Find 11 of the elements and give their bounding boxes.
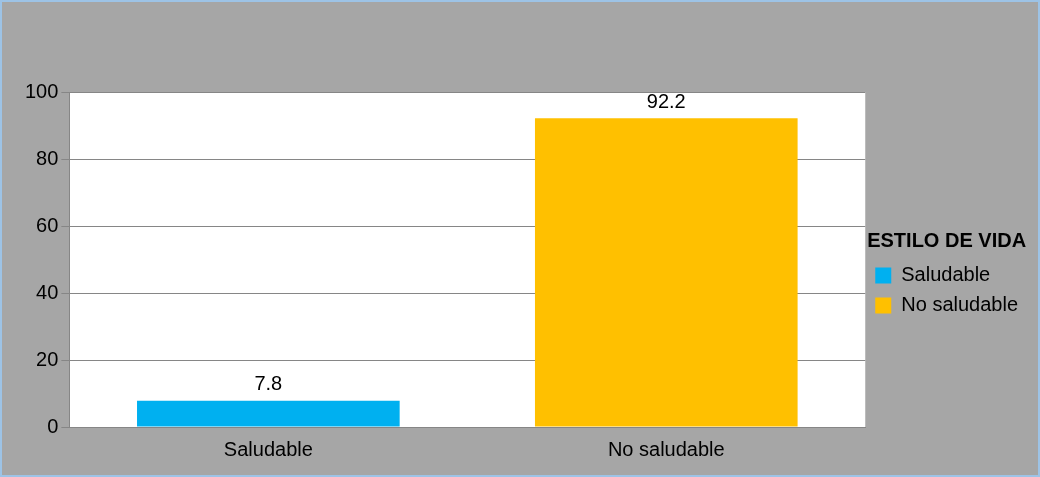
y-tick-label: 40	[36, 280, 59, 303]
y-tick-label: 80	[36, 146, 59, 169]
y-tick-label: 60	[36, 213, 59, 236]
data-label: 92.2	[646, 89, 686, 112]
y-tick-label: 100	[24, 79, 59, 102]
legend-label: Saludable	[901, 263, 991, 286]
y-tick-label: 20	[36, 347, 59, 370]
data-label: 7.8	[254, 372, 283, 395]
legend-label: No saludable	[901, 293, 1018, 316]
y-tick-label: 0	[47, 414, 59, 437]
legend-title: ESTILO DE VIDA	[867, 229, 1027, 252]
